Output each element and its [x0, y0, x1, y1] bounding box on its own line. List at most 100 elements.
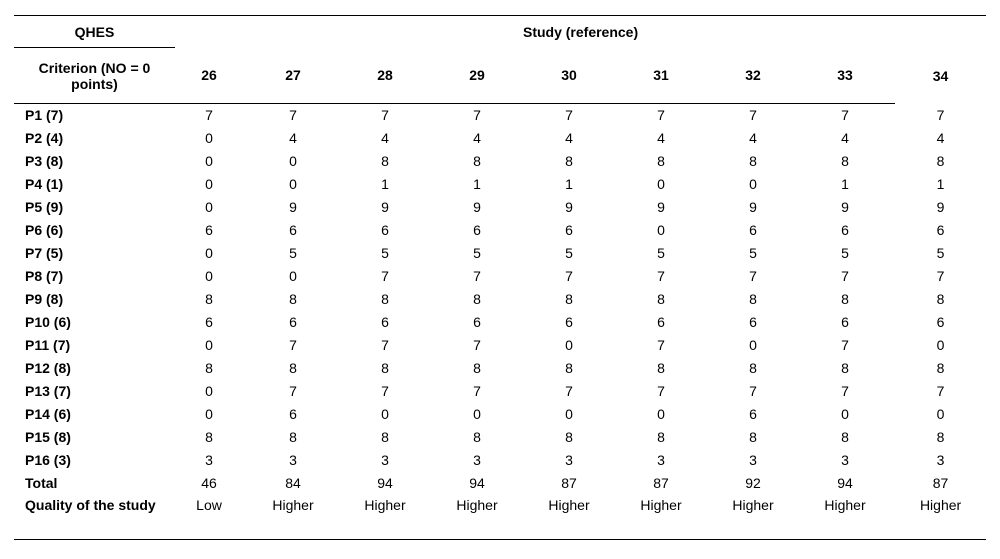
table-cell: 7 — [565, 268, 573, 284]
row-label: P9 (8) — [25, 291, 64, 307]
table-row: P3 (8) 0 0 8 8 8 8 8 8 8 — [14, 150, 986, 173]
table-cell: 7 — [205, 107, 213, 123]
table-cell: 8 — [473, 291, 481, 307]
table-cell: 8 — [289, 291, 297, 307]
table-cell: 8 — [936, 429, 945, 445]
table-cell: 8 — [381, 360, 389, 376]
table-cell: 5 — [936, 245, 945, 261]
table-cell: 8 — [381, 291, 389, 307]
table-cell: 1 — [841, 176, 849, 192]
table-cell: 6 — [565, 314, 573, 330]
table-cell: 8 — [749, 360, 757, 376]
table-cell: 6 — [936, 222, 945, 238]
table-cell: 0 — [381, 406, 389, 422]
table-row: P13 (7) 0 7 7 7 7 7 7 7 7 — [14, 380, 986, 403]
table-cell: 9 — [565, 199, 573, 215]
table-cell: 7 — [841, 383, 849, 399]
table-cell: Higher — [548, 497, 590, 513]
row-label: P12 (8) — [25, 360, 71, 376]
table-cell: 7 — [473, 383, 481, 399]
table-cell: 0 — [205, 176, 213, 192]
table-row: P14 (6) 0 6 0 0 0 0 6 0 0 — [14, 403, 986, 426]
table-cell: 1 — [936, 176, 945, 192]
table-cell: 8 — [936, 153, 945, 169]
table-row: P16 (3) 3 3 3 3 3 3 3 3 3 — [14, 449, 986, 472]
study-header-33: 33 — [795, 47, 895, 104]
table-cell: Higher — [919, 497, 962, 513]
table-cell: 4 — [381, 130, 389, 146]
table-cell: 8 — [657, 360, 665, 376]
table-cell: 0 — [289, 176, 297, 192]
table-row: Total 46 84 94 94 87 87 92 94 87 — [14, 472, 986, 495]
table-row: Quality of the study Low Higher Higher Highe… — [14, 495, 987, 540]
row-label: P6 (6) — [25, 222, 64, 238]
table-cell: 0 — [749, 337, 757, 353]
table-cell: 7 — [749, 107, 757, 123]
table-cell: 9 — [841, 199, 849, 215]
table-cell: 7 — [473, 107, 481, 123]
row-label: P3 (8) — [25, 153, 64, 169]
table-cell: 5 — [749, 245, 757, 261]
table-cell: 5 — [473, 245, 481, 261]
table-row: P15 (8) 8 8 8 8 8 8 8 8 8 — [14, 426, 986, 449]
table-cell: 4 — [841, 130, 849, 146]
table-row: P12 (8) 8 8 8 8 8 8 8 8 8 — [14, 357, 986, 380]
table-cell: 8 — [749, 153, 757, 169]
table-cell: 8 — [473, 360, 481, 376]
criterion-header: Criterion (NO = 0 points) — [14, 47, 175, 104]
table-cell: 7 — [936, 268, 945, 284]
table-cell: Low — [196, 497, 222, 513]
table-cell: 8 — [565, 360, 573, 376]
table-cell: 8 — [841, 429, 849, 445]
table-cell: 7 — [749, 268, 757, 284]
table-cell: 6 — [657, 314, 665, 330]
table-cell: 7 — [657, 383, 665, 399]
table-cell: 8 — [841, 360, 849, 376]
table-cell: 9 — [473, 199, 481, 215]
row-label: Total — [25, 475, 58, 491]
table-cell: 0 — [205, 130, 213, 146]
row-label: P14 (6) — [25, 406, 71, 422]
table-cell: 8 — [657, 153, 665, 169]
table-cell: 46 — [201, 475, 217, 491]
table-cell: 7 — [473, 337, 481, 353]
table-row: P8 (7) 0 0 7 7 7 7 7 7 7 — [14, 265, 986, 288]
table-row: P10 (6) 6 6 6 6 6 6 6 6 6 — [14, 311, 986, 334]
table-cell: 8 — [841, 153, 849, 169]
table-cell: Higher — [732, 497, 774, 513]
row-label: P10 (6) — [25, 314, 71, 330]
table-row: P9 (8) 8 8 8 8 8 8 8 8 8 — [14, 288, 986, 311]
table-cell: 6 — [565, 222, 573, 238]
table-row: P5 (9) 0 9 9 9 9 9 9 9 9 — [14, 196, 986, 219]
table-cell: 1 — [565, 176, 573, 192]
table-cell: 1 — [473, 176, 481, 192]
table-row: P6 (6) 6 6 6 6 6 0 6 6 6 — [14, 219, 986, 242]
table-cell: 7 — [565, 383, 573, 399]
table-cell: 7 — [381, 107, 389, 123]
table-cell: 4 — [473, 130, 481, 146]
table-cell: Higher — [640, 497, 682, 513]
row-label: P5 (9) — [25, 199, 64, 215]
corner-header: QHES — [74, 23, 115, 40]
table-cell: 8 — [936, 291, 945, 307]
table-cell: 94 — [377, 475, 393, 491]
table-cell: 8 — [565, 153, 573, 169]
row-label: P15 (8) — [25, 429, 71, 445]
table-cell: 6 — [289, 222, 297, 238]
table-cell: Higher — [364, 497, 406, 513]
table-row: P11 (7) 0 7 7 7 0 7 0 7 0 — [14, 334, 986, 357]
table-cell: 8 — [657, 429, 665, 445]
table-cell: 0 — [936, 337, 945, 353]
table-cell: 3 — [841, 452, 849, 468]
table-cell: 8 — [289, 360, 297, 376]
table-cell: 0 — [289, 268, 297, 284]
table-cell: 7 — [473, 268, 481, 284]
table-cell: 6 — [841, 222, 849, 238]
table-row: P1 (7) 7 7 7 7 7 7 7 7 7 — [14, 104, 986, 128]
table-cell: 0 — [205, 337, 213, 353]
table-cell: 5 — [657, 245, 665, 261]
table-cell: 3 — [749, 452, 757, 468]
table-cell: 84 — [285, 475, 301, 491]
table-cell: 7 — [657, 107, 665, 123]
table-cell: 8 — [473, 429, 481, 445]
